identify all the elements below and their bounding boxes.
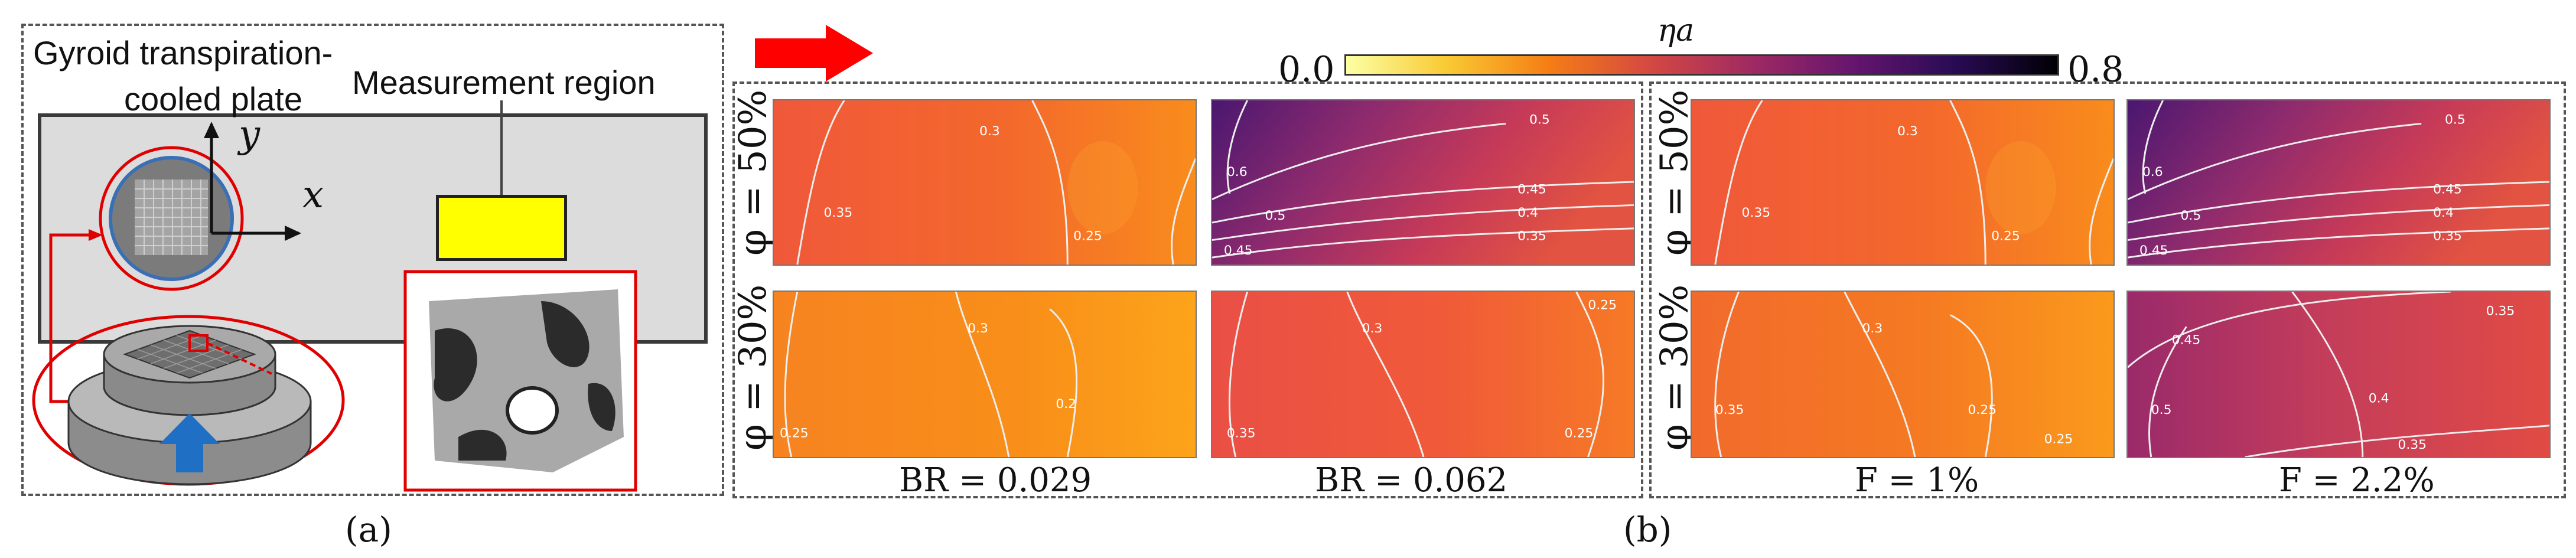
contour-label: 0.35 [2433, 229, 2462, 244]
contour-label: 0.3 [979, 124, 1000, 139]
contour-label: 0.45 [2433, 182, 2462, 197]
panel-a-caption: (a) [345, 510, 392, 550]
coolant-flow-arrow [159, 413, 220, 472]
plate-label-line2: cooled plate [124, 80, 303, 118]
panel-a-drawing [32, 122, 637, 492]
measurement-region-box [436, 195, 567, 261]
contour-label: 0.3 [968, 321, 988, 336]
column-caption-br0062: BR = 0.062 [1315, 461, 1508, 500]
row-label-phi30-right: φ = 30% [1653, 284, 1696, 451]
contour-label: 0.25 [2044, 432, 2073, 446]
contour-label: 0.3 [1897, 124, 1918, 139]
contour-label: 0.4 [2433, 205, 2454, 220]
contour-label: 0.35 [1742, 205, 1771, 220]
contour-label: 0.3 [1862, 321, 1883, 336]
column-caption-f1: F = 1% [1855, 461, 1979, 500]
contour-label: 0.6 [2142, 165, 2163, 180]
connector-arrow-head [89, 229, 103, 241]
heatmap-f1-phi50: 0.3 0.35 0.25 [1691, 99, 2115, 266]
contour-label: 0.25 [1968, 403, 1997, 417]
contour-label: 0.45 [1224, 243, 1253, 258]
row-label-phi30-left: φ = 30% [731, 284, 775, 451]
panel-b-right-frame [1649, 81, 2566, 498]
contour-label: 0.35 [2398, 438, 2427, 452]
panel-b-caption: (b) [1623, 510, 1672, 550]
zoom-leader [207, 342, 272, 375]
plate-label-line1: Gyroid transpiration- [33, 34, 333, 71]
heatmap-br0029-phi30: 0.3 0.25 0.2 [773, 291, 1197, 458]
flow-direction-arrow [755, 25, 873, 81]
contour-label: 0.5 [2180, 208, 2201, 223]
contour-label: 0.5 [1265, 208, 1285, 223]
contour-label: 0.25 [780, 426, 809, 441]
contour-label: 0.6 [1227, 165, 1248, 180]
heatmap-f1-phi30: 0.3 0.35 0.25 0.25 [1691, 291, 2115, 458]
contour-label: 0.5 [1529, 113, 1550, 128]
x-arrow-head [285, 226, 301, 241]
axis-x-label: x [302, 173, 324, 217]
contour-label: 0.25 [1588, 298, 1617, 313]
contour-label: 0.5 [2445, 113, 2466, 128]
panel-a-frame [21, 24, 724, 496]
plate-top-view-circle [99, 146, 244, 291]
panel-b-left-frame [732, 81, 1643, 498]
colorbar-title: ηa [1657, 13, 1695, 48]
contour-label: 0.5 [2151, 403, 2172, 417]
contour-label: 0.4 [2369, 391, 2389, 406]
heatmap-f22-phi50: 0.5 0.6 0.45 0.4 0.35 0.5 0.45 [2126, 99, 2551, 266]
y-arrow-head [204, 122, 219, 138]
axis-y-label: y [239, 113, 260, 156]
heatmap-f22-phi30: 0.45 0.35 0.5 0.4 0.35 [2126, 291, 2551, 458]
column-caption-f22: F = 2.2% [2279, 461, 2435, 500]
contour-label: 0.45 [2172, 333, 2201, 348]
contour-label: 0.25 [1565, 426, 1594, 441]
contour-label: 0.35 [824, 205, 853, 220]
contour-label: 0.35 [1517, 229, 1546, 244]
contour-label: 0.35 [1715, 403, 1744, 417]
contour-label: 0.35 [2486, 304, 2515, 319]
contour-label: 0.45 [2139, 243, 2168, 258]
contour-label: 0.25 [1991, 229, 2020, 244]
contour-label: 0.3 [1362, 321, 1383, 336]
row-label-phi50-right: φ = 50% [1653, 89, 1696, 256]
contour-label: 0.2 [1056, 397, 1076, 412]
contour-label: 0.35 [1227, 426, 1256, 441]
colorbar [1344, 54, 2059, 76]
contour-label: 0.25 [1073, 229, 1102, 244]
row-label-phi50-left: φ = 50% [731, 89, 775, 256]
heatmap-br0062-phi50: 0.5 0.6 0.45 0.4 0.35 0.5 0.45 [1211, 99, 1635, 266]
plate-3d-grid [123, 329, 256, 379]
heatmap-br0062-phi30: 0.35 0.3 0.25 0.25 [1211, 291, 1635, 458]
heatmap-br0029-phi50: 0.35 0.3 0.25 [773, 99, 1197, 266]
measurement-region-label: Measurement region [352, 64, 656, 101]
column-caption-br0029: BR = 0.029 [899, 461, 1092, 500]
contour-label: 0.45 [1517, 182, 1546, 197]
contour-label: 0.4 [1517, 205, 1538, 220]
measurement-leader-line [500, 100, 503, 195]
